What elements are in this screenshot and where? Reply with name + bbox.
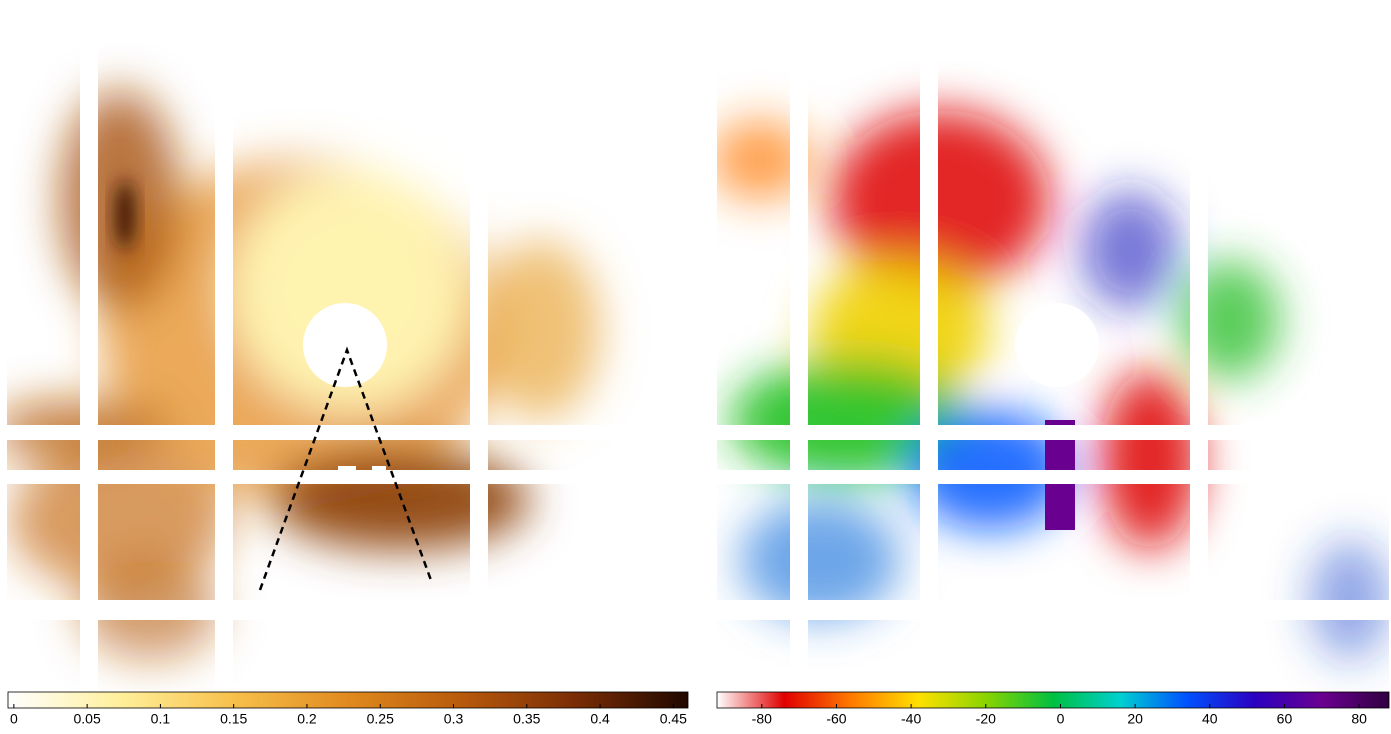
colorbar-tick-label: 0.15 [220,711,247,727]
page: 0 0.05 0.1 0.15 0.2 0.25 0.3 0.35 0.4 0.45 -80 -60 -… [0,0,1391,729]
colorbar-tick-label: 0.2 [297,711,317,727]
velocity-map [700,0,1391,690]
colorbar-tick-label: 0.45 [660,711,687,727]
colorbar-tick-label: -40 [901,711,921,727]
colorbar-tick-label: -80 [752,711,772,727]
colorbar-tick-label: -20 [976,711,996,727]
colorbar-tick-label: 0.35 [513,711,540,727]
colorbar-tick-label: -60 [826,711,846,727]
colorbar [717,692,1389,708]
colorbar-tick-label: 0.25 [367,711,394,727]
intensity-map [0,0,700,690]
colorbar-tick-label: 20 [1127,711,1143,727]
colorbar-tick-label: 0 [1057,711,1065,727]
colorbar-tick-label: 0.4 [590,711,610,727]
colorbar-tick-label: 0 [10,711,18,727]
colorbar-tick-label: 0.3 [444,711,464,727]
colorbar-tick-label: 0.1 [151,711,171,727]
colorbar-tick-label: 0.05 [74,711,101,727]
colorbar-tick-label: 80 [1351,711,1367,727]
colorbar [8,692,688,708]
colorbar-tick-label: 40 [1202,711,1218,727]
colorbar-tick-label: 60 [1277,711,1293,727]
figure: 0 0.05 0.1 0.15 0.2 0.25 0.3 0.35 0.4 0.45 -80 -60 -… [0,0,1391,729]
